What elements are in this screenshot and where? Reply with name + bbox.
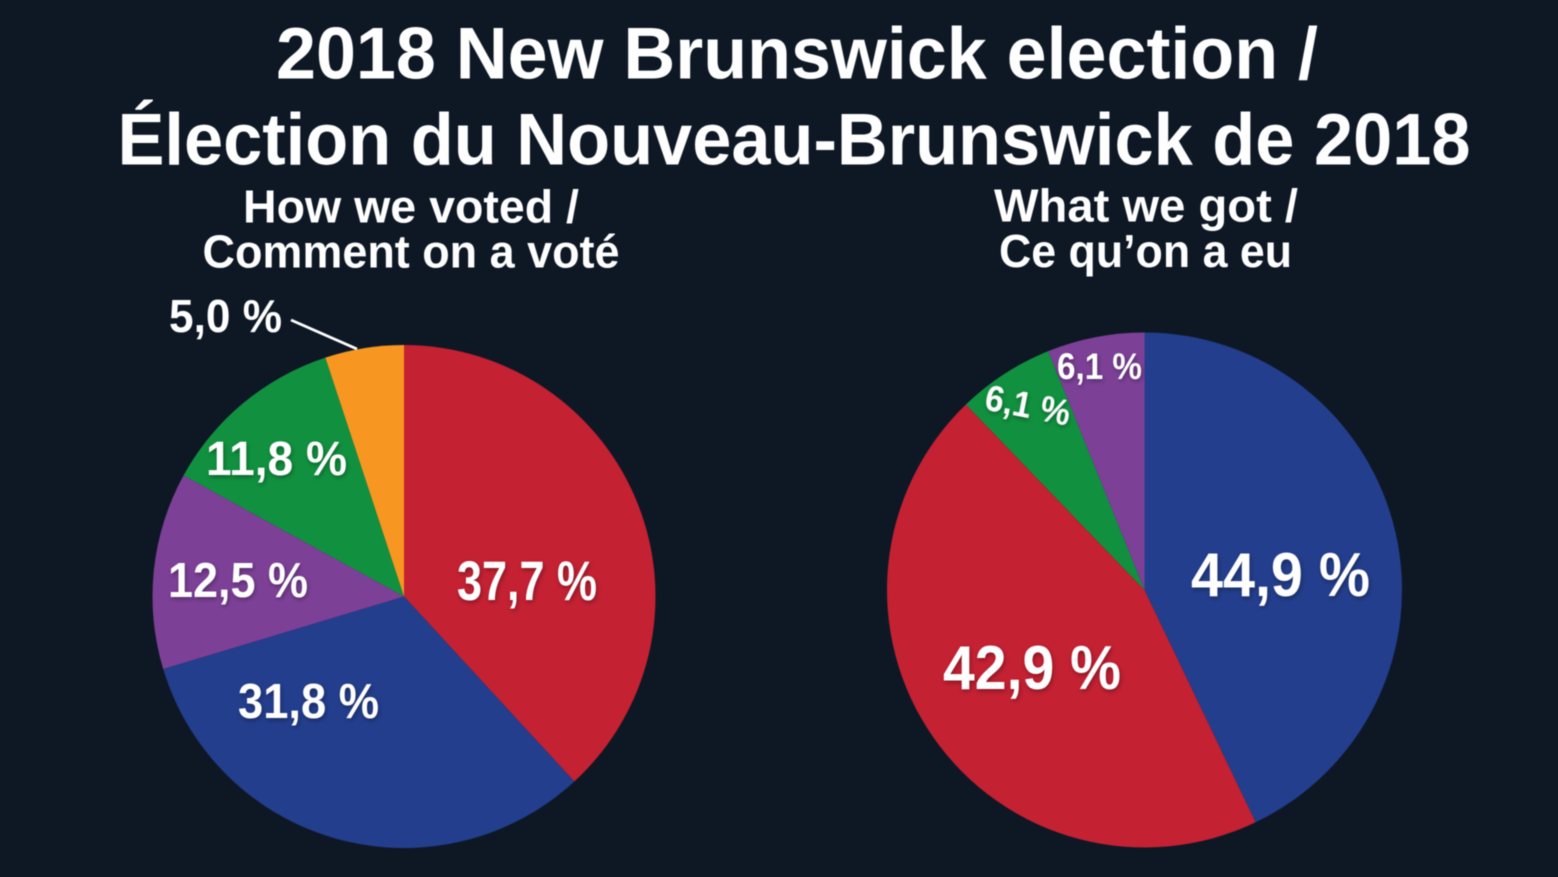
svg-text:5,0 %: 5,0 % (169, 290, 282, 342)
svg-text:12,5 %: 12,5 % (168, 553, 308, 608)
svg-text:Ce qu’on a eu: Ce qu’on a eu (999, 225, 1292, 277)
svg-text:42,9 %: 42,9 % (943, 633, 1121, 703)
svg-text:6,1 %: 6,1 % (1057, 345, 1142, 387)
svg-text:2018 New Brunswick election /: 2018 New Brunswick election / (276, 12, 1318, 95)
svg-text:44,9 %: 44,9 % (1191, 541, 1370, 610)
svg-text:11,8 %: 11,8 % (206, 433, 347, 486)
svg-text:How we voted /: How we voted / (243, 181, 579, 233)
svg-text:What we got /: What we got / (994, 180, 1298, 232)
svg-text:37,7 %: 37,7 % (457, 550, 597, 612)
svg-text:31,8 %: 31,8 % (238, 674, 379, 729)
svg-text:Élection du Nouveau-Brunswick: Élection du Nouveau-Brunswick de 2018 (118, 98, 1471, 181)
svg-text:Comment on a voté: Comment on a voté (203, 226, 620, 278)
